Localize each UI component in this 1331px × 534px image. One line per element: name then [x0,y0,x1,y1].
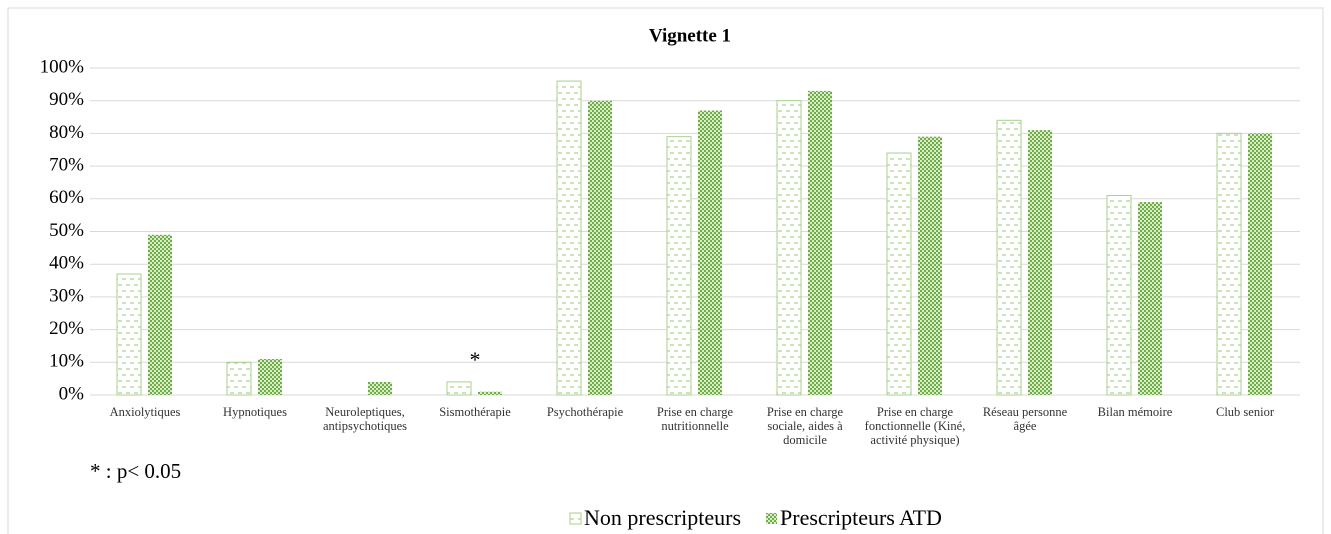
y-tick-label: 90% [49,89,84,110]
bar [808,90,832,395]
bar [698,110,722,395]
bar [918,136,942,396]
x-tick-label: Anxiolytiques [109,405,181,419]
x-tick-label: Sismothérapie [439,405,511,419]
bar [556,80,582,396]
y-tick-label: 100% [40,56,85,77]
x-tick-label: Club senior [1216,405,1274,419]
y-tick-label: 60% [49,187,84,208]
bar [1028,130,1052,395]
y-tick-label: 20% [49,318,84,339]
y-tick-label: 30% [49,285,84,306]
x-tick-label: Réseau personne âgée [982,405,1068,433]
y-tick-label: 10% [49,351,84,372]
note: * : p< 0.05 [90,459,181,483]
bar [368,381,392,395]
legend-swatch [766,513,778,524]
legend-swatch [569,512,582,525]
x-tick-label: Bilan mémoire [1097,405,1173,419]
bar [446,381,472,396]
bar [996,119,1022,396]
bar [226,361,252,396]
bar [776,100,802,396]
bar [478,391,502,395]
y-tick-label: 50% [49,220,84,241]
chart-border [7,7,1324,534]
x-tick-label: Hypnotiques [223,405,287,419]
legend-label: Non prescripteurs [584,505,741,530]
bar [116,273,142,396]
legend-label: Prescripteurs ATD [780,505,942,530]
x-tick-label: Prise en charge fonctionnelle (Kiné, act… [864,405,966,447]
bar [588,100,612,395]
bar [258,359,282,395]
bar [1216,132,1242,396]
y-tick-label: 0% [59,383,85,404]
bar [1106,195,1132,396]
bar [1138,202,1162,395]
bar [148,234,172,395]
y-tick-label: 80% [49,122,84,143]
x-tick-label: Prise en charge nutritionnelle [656,405,734,433]
chart-title: Vignette 1 [649,25,731,46]
y-tick-label: 70% [49,154,84,175]
x-tick-label: Psychothérapie [546,405,624,419]
bar [1248,133,1272,395]
y-tick-label: 40% [49,253,84,274]
annotation: * [470,347,481,372]
bar [886,152,912,396]
x-tick-label: Neuroleptiques, antipsychotiques [322,405,407,433]
bar [666,136,692,396]
x-tick-label: Prise en charge sociale, aides à domicil… [766,405,844,447]
